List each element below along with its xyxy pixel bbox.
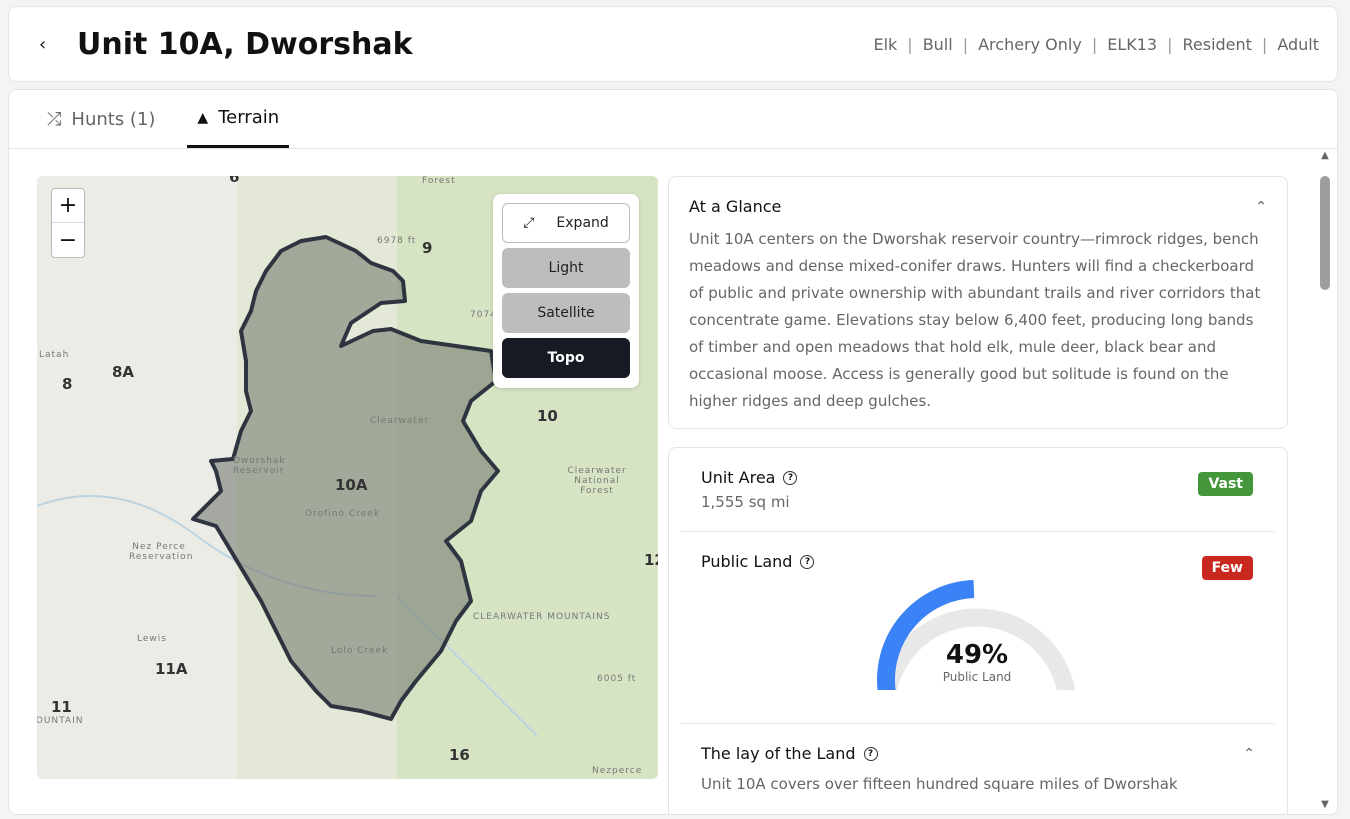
- tag: Elk: [873, 34, 898, 54]
- gauge-caption: Public Land: [942, 670, 1012, 684]
- map-label: 11: [51, 698, 72, 716]
- tab-terrain[interactable]: ▲ Terrain: [187, 90, 290, 148]
- unit-area-row: Unit Area? 1,555 sq mi Vast: [681, 448, 1275, 532]
- map-label: 16: [449, 746, 470, 764]
- help-icon[interactable]: ?: [783, 470, 798, 485]
- zoom-control: + −: [51, 188, 85, 258]
- map-label: 10: [537, 407, 558, 425]
- expand-label: Expand: [556, 215, 609, 231]
- help-icon[interactable]: ?: [800, 554, 815, 569]
- map-label: 6: [229, 176, 240, 186]
- scrollbar-thumb[interactable]: [1320, 176, 1330, 290]
- help-icon[interactable]: ?: [863, 746, 878, 761]
- expand-icon: ⤢: [523, 215, 535, 231]
- unit-boundary: [191, 235, 500, 721]
- map-label: 10A: [335, 476, 368, 494]
- stat-label: Public Land: [701, 552, 793, 571]
- map-place: Nez Perce Reservation: [129, 542, 194, 562]
- zoom-out-button[interactable]: −: [58, 227, 78, 253]
- tag: Resident: [1182, 34, 1252, 54]
- back-button[interactable]: ‹: [39, 33, 47, 55]
- section-title: At a Glance: [689, 197, 782, 216]
- main-panel: ⤮ Hunts (1) ▲ Terrain 6 9 8A 8 10 10A 12 1…: [8, 89, 1338, 815]
- map-place: 6978 ft: [377, 236, 417, 246]
- map-place: Nezperce: [592, 766, 643, 776]
- map-place: Clearwater National Forest: [567, 466, 627, 496]
- tab-label: Terrain: [218, 107, 280, 128]
- status-badge: Few: [1201, 556, 1253, 580]
- map-place: CLEARWATER MOUNTAINS: [473, 612, 611, 622]
- gauge-fill: [877, 580, 975, 690]
- lay-of-land-row: The lay of the Land? ⌃ Unit 10A covers ov…: [681, 724, 1275, 814]
- map-place: Lolo Creek: [331, 646, 389, 656]
- gauge-track: [878, 608, 1076, 690]
- layer-topo-button[interactable]: Topo: [502, 338, 630, 378]
- map-place: Orofino Creek: [305, 509, 380, 519]
- map-place: Forest: [422, 176, 456, 186]
- chevron-up-icon[interactable]: ⌃: [1255, 198, 1267, 215]
- tab-label: Hunts (1): [71, 108, 156, 130]
- unit-area-value: 1,555 sq mi: [701, 493, 790, 511]
- public-land-row: Public Land? Few 49% Public Land: [681, 532, 1275, 724]
- tab-hunts[interactable]: ⤮ Hunts (1): [37, 90, 165, 148]
- tag: ELK13: [1107, 34, 1158, 54]
- map-label: 9: [422, 239, 433, 257]
- map-place: 6005 ft: [597, 674, 637, 684]
- gauge-percent: 49%: [945, 640, 1009, 670]
- arrows-crossed-icon: ⤮: [47, 108, 62, 130]
- stat-label: Unit Area: [701, 468, 776, 487]
- status-badge: Vast: [1198, 472, 1253, 496]
- map-place: MOUNTAIN: [37, 716, 84, 726]
- map-label: 8: [62, 375, 73, 393]
- page-title: Unit 10A, Dworshak: [77, 26, 413, 62]
- chevron-up-icon[interactable]: ⌃: [1243, 745, 1255, 762]
- scroll-up-icon[interactable]: ▲: [1321, 150, 1329, 161]
- map-place: Lewis: [137, 634, 167, 644]
- map-label: 11A: [155, 660, 188, 678]
- hunt-tags: Elk | Bull | Archery Only | ELK13 | Resident…: [873, 34, 1319, 54]
- tag: Adult: [1277, 34, 1319, 54]
- unit-map[interactable]: 6 9 8A 8 10 10A 12 11A 11 16 Forest 6978…: [37, 176, 658, 779]
- map-label: 8A: [112, 363, 135, 381]
- lay-text: Unit 10A covers over fifteen hundred squ…: [701, 775, 1178, 793]
- stat-label: The lay of the Land: [701, 744, 856, 763]
- layer-light-button[interactable]: Light: [502, 248, 630, 288]
- map-label: 12: [644, 551, 658, 569]
- glance-text: Unit 10A centers on the Dworshak reservo…: [689, 230, 1261, 410]
- map-place: Latah: [39, 350, 70, 360]
- scrollbar[interactable]: ▲ ▼: [1317, 150, 1333, 810]
- stats-card: Unit Area? 1,555 sq mi Vast Public Land?…: [668, 447, 1288, 814]
- tree-icon: ▲: [197, 109, 209, 126]
- layer-satellite-button[interactable]: Satellite: [502, 293, 630, 333]
- layer-switcher: ⤢ Expand Light Satellite Topo: [493, 194, 639, 388]
- expand-button[interactable]: ⤢ Expand: [502, 203, 630, 243]
- tag: Bull: [922, 34, 953, 54]
- map-place: Dworshak Reservoir: [233, 456, 286, 476]
- zoom-in-button[interactable]: +: [52, 189, 84, 223]
- at-a-glance-card: At a Glance ⌃ Unit 10A centers on the Dwo…: [668, 176, 1288, 429]
- public-land-gauge: [877, 580, 1076, 690]
- scroll-down-icon[interactable]: ▼: [1321, 799, 1329, 810]
- tag: Archery Only: [978, 34, 1082, 54]
- map-place: 7074: [470, 310, 497, 320]
- page-header: ‹ Unit 10A, Dworshak Elk | Bull | Archery …: [8, 6, 1338, 82]
- tab-bar: ⤮ Hunts (1) ▲ Terrain: [9, 90, 1337, 149]
- map-place: Clearwater: [370, 416, 430, 426]
